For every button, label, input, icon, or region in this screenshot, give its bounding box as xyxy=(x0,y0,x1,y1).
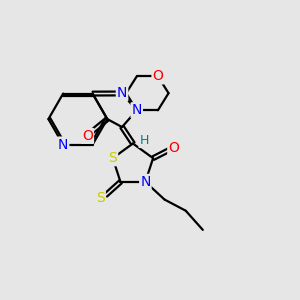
Text: S: S xyxy=(108,151,117,165)
Text: H: H xyxy=(140,134,149,147)
Text: O: O xyxy=(82,129,93,143)
Text: N: N xyxy=(132,103,142,117)
Text: O: O xyxy=(168,142,179,155)
Text: N: N xyxy=(140,175,151,189)
Text: N: N xyxy=(117,86,127,100)
Text: S: S xyxy=(96,191,105,205)
Text: N: N xyxy=(58,138,68,152)
Text: O: O xyxy=(152,69,164,83)
